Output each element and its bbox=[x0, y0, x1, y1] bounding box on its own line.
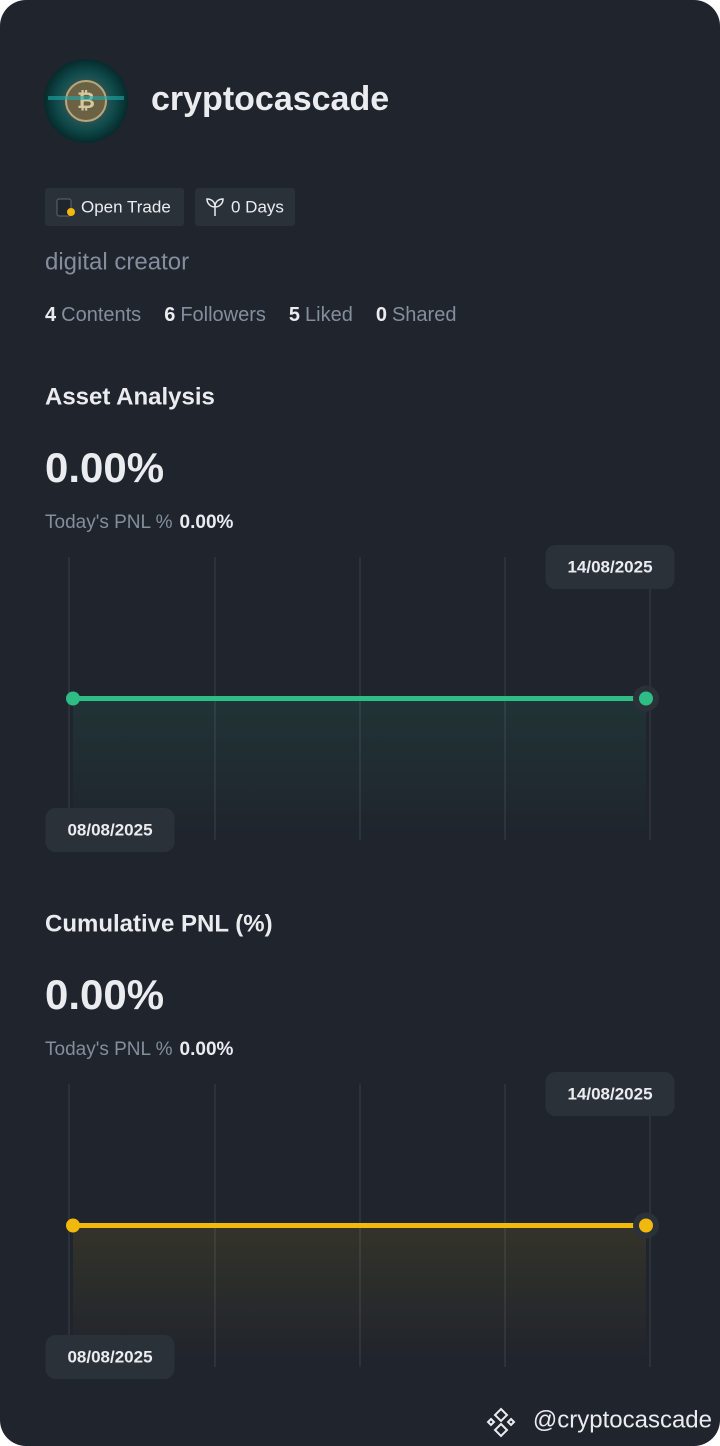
stat-label: Shared bbox=[392, 304, 457, 326]
big-value: 0.00% bbox=[45, 971, 164, 1018]
todays-pnl-value: 0.00% bbox=[180, 512, 234, 533]
badge bbox=[195, 188, 295, 226]
todays-pnl: Today's PNL % 0.00% bbox=[45, 512, 234, 533]
stat-label: Liked bbox=[305, 304, 353, 326]
date-tooltip bbox=[45, 1335, 175, 1379]
point bbox=[66, 1218, 80, 1233]
footer-handle: @cryptocascade bbox=[533, 1406, 712, 1433]
point bbox=[639, 691, 653, 706]
badge-label: Open Trade bbox=[81, 197, 171, 216]
footer-logo bbox=[486, 1407, 516, 1438]
chart-section: Cumulative PNL (%) 0.00% Today's PNL % 0.00… bbox=[45, 910, 675, 1379]
point bbox=[639, 1218, 653, 1233]
svg-text:₿: ₿ bbox=[77, 88, 95, 113]
badge-label: 0 Days bbox=[231, 197, 284, 216]
todays-pnl-label: Today's PNL % bbox=[45, 1039, 173, 1060]
stat-label: Followers bbox=[180, 304, 266, 326]
stat-value: 4 bbox=[45, 304, 57, 326]
chart-section: Asset Analysis 0.00% Today's PNL % 0.00% 08/… bbox=[45, 383, 675, 852]
stats: 4 Contents 6 Followers 5 Liked 0 Shared bbox=[45, 304, 456, 326]
big-value: 0.00% bbox=[45, 444, 164, 491]
stat-value: 6 bbox=[164, 304, 175, 326]
date-label: 14/08/2025 bbox=[567, 1084, 652, 1103]
badge-icon-dot bbox=[67, 208, 75, 216]
todays-pnl: Today's PNL % 0.00% bbox=[45, 1039, 234, 1060]
date-label: 08/08/2025 bbox=[67, 820, 152, 839]
todays-pnl-label: Today's PNL % bbox=[45, 512, 173, 533]
point bbox=[66, 691, 80, 706]
stat-value: 5 bbox=[289, 304, 300, 326]
badge bbox=[45, 188, 184, 226]
area bbox=[73, 698, 646, 840]
badge-icon bbox=[206, 198, 224, 216]
section-title: Asset Analysis bbox=[45, 383, 215, 410]
stat-value: 0 bbox=[376, 304, 387, 326]
stat-label: Contents bbox=[61, 304, 141, 326]
bio: digital creator bbox=[45, 248, 189, 275]
date-label: 08/08/2025 bbox=[67, 1347, 152, 1366]
username: cryptocascade bbox=[151, 80, 389, 118]
date-label: 14/08/2025 bbox=[567, 557, 652, 576]
date-tooltip bbox=[545, 545, 675, 589]
date-tooltip bbox=[45, 808, 175, 852]
date-tooltip bbox=[545, 1072, 675, 1116]
todays-pnl-value: 0.00% bbox=[180, 1039, 234, 1060]
section-title: Cumulative PNL (%) bbox=[45, 910, 273, 937]
avatar: ₿ bbox=[44, 59, 128, 143]
area bbox=[73, 1225, 646, 1367]
